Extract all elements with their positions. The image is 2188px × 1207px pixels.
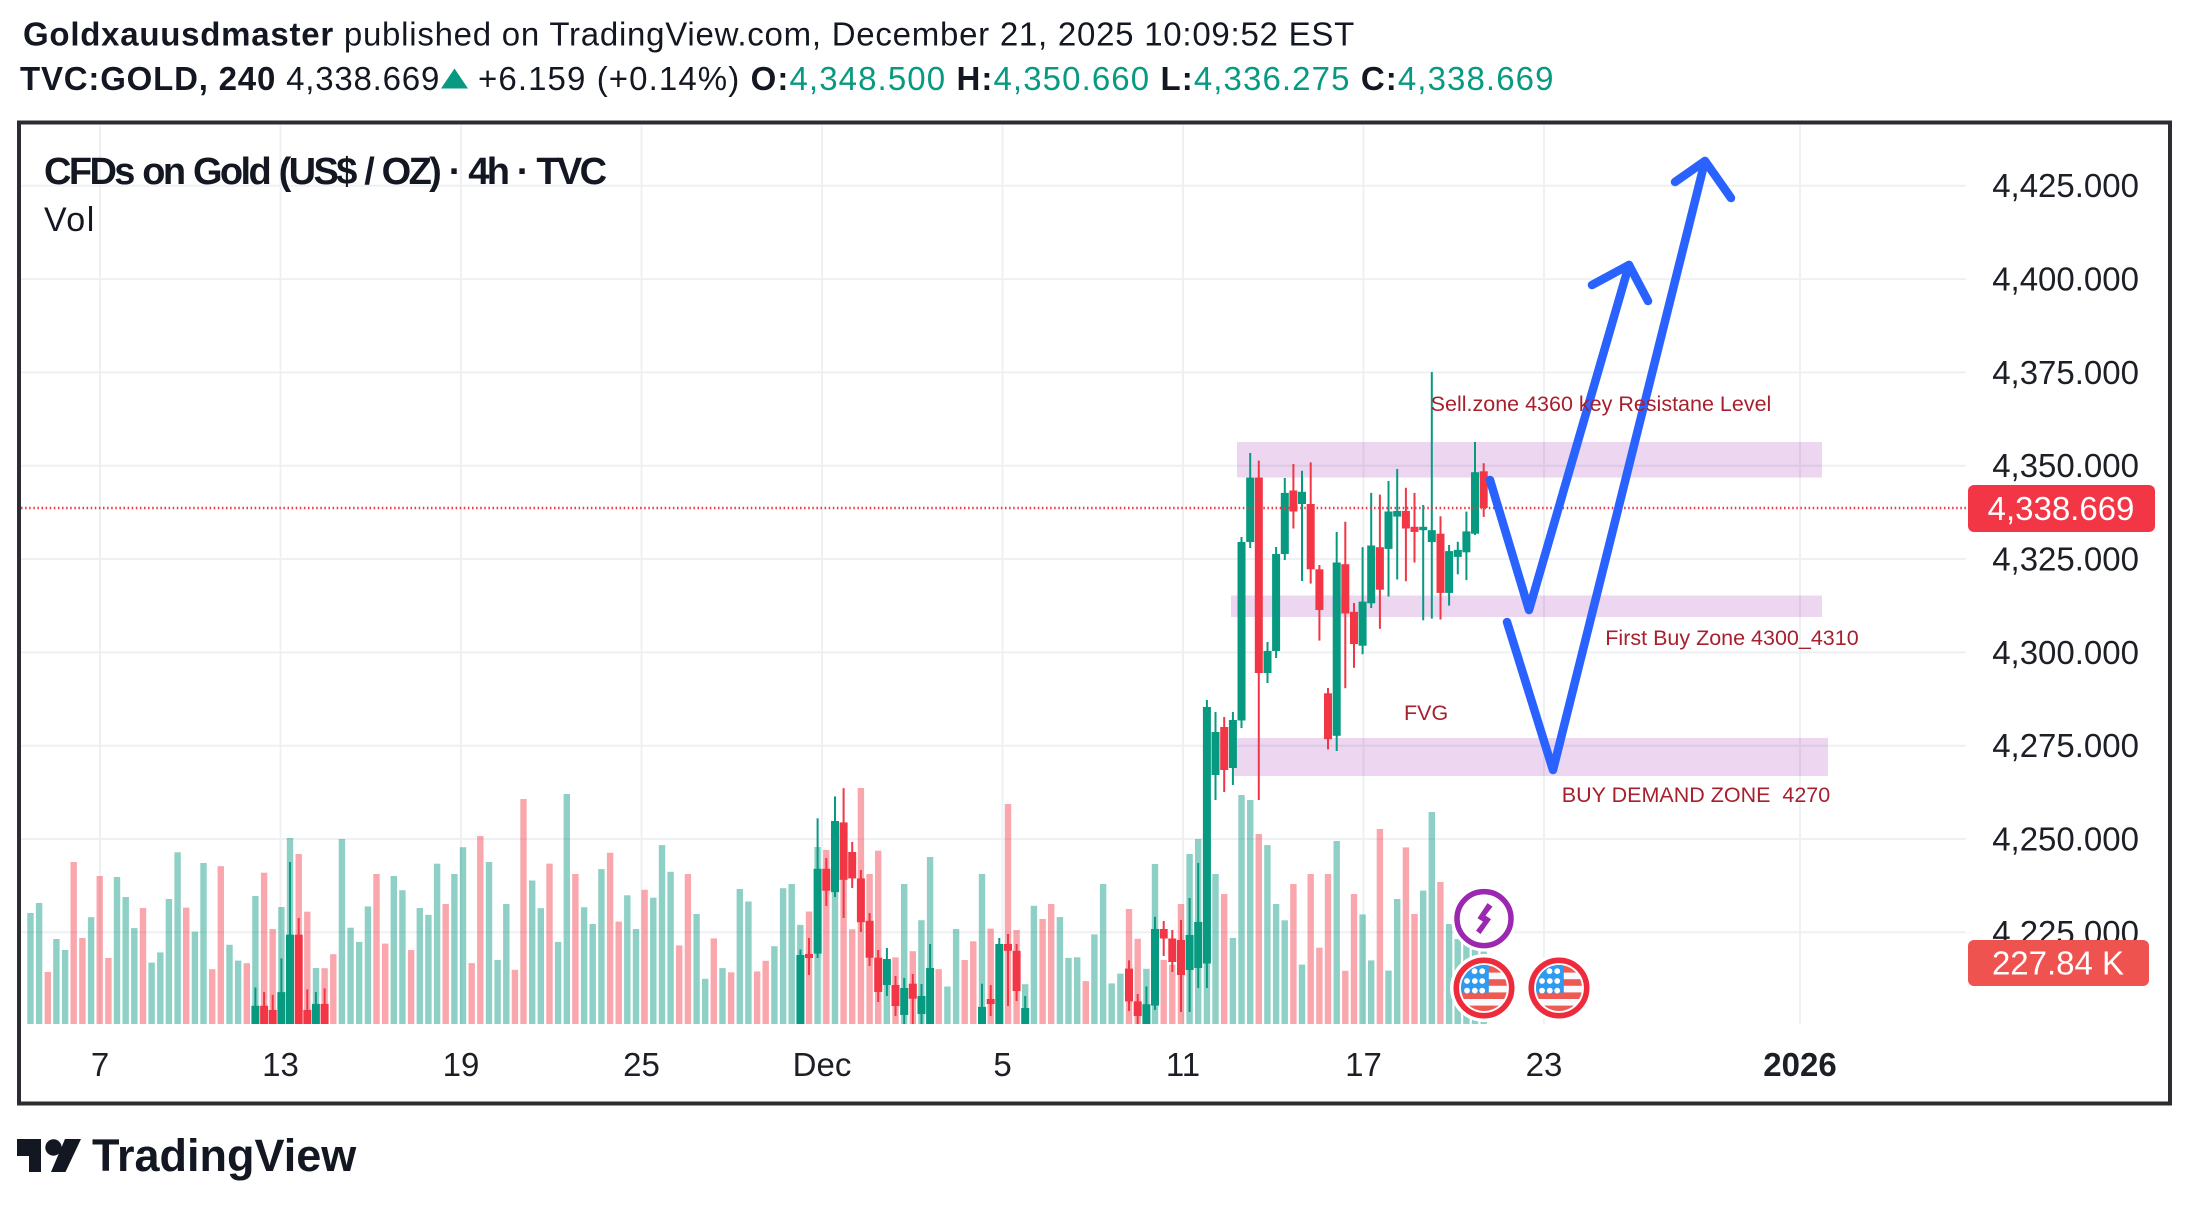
svg-text:13: 13	[262, 1046, 299, 1083]
svg-text:227.84 K: 227.84 K	[1992, 945, 2124, 982]
svg-text:FVG: FVG	[1404, 701, 1448, 725]
svg-text:Vol: Vol	[44, 201, 96, 239]
svg-text:Dec: Dec	[793, 1046, 852, 1083]
svg-text:Goldxauusdmaster published on: Goldxauusdmaster published on TradingVie…	[23, 16, 1355, 53]
svg-text:4,325.000: 4,325.000	[1992, 541, 2139, 578]
svg-text:BUY DEMAND ZONE 4270: BUY DEMAND ZONE 4270	[1562, 783, 1830, 807]
svg-text:4,300.000: 4,300.000	[1992, 634, 2139, 671]
svg-text:2026: 2026	[1763, 1046, 1836, 1083]
svg-text:First Buy Zone 4300_4310: First Buy Zone 4300_4310	[1605, 626, 1858, 650]
svg-text:5: 5	[993, 1046, 1011, 1083]
svg-text:4,350.000: 4,350.000	[1992, 447, 2139, 484]
svg-text:4,250.000: 4,250.000	[1992, 821, 2139, 858]
svg-text:7: 7	[91, 1046, 109, 1083]
svg-text:4,375.000: 4,375.000	[1992, 354, 2139, 391]
svg-text:19: 19	[443, 1046, 480, 1083]
svg-text:23: 23	[1526, 1046, 1563, 1083]
svg-text:11: 11	[1166, 1046, 1200, 1083]
svg-text:17: 17	[1345, 1046, 1382, 1083]
svg-text:4,275.000: 4,275.000	[1992, 727, 2139, 764]
svg-text:Sell.zone 4360 key Resistane L: Sell.zone 4360 key Resistane Level	[1431, 392, 1772, 416]
svg-text:25: 25	[623, 1046, 660, 1083]
svg-text:4,425.000: 4,425.000	[1992, 167, 2139, 204]
svg-text:4,338.669: 4,338.669	[1988, 490, 2135, 527]
svg-text:TVC:GOLD, 240 4,338.669: TVC:GOLD, 240 4,338.669	[20, 60, 440, 97]
svg-text:+6.159 (+0.14%) O:4,348.500 H:: +6.159 (+0.14%) O:4,348.500 H:4,350.660 …	[478, 60, 1555, 97]
svg-text:TradingView: TradingView	[92, 1130, 357, 1181]
svg-text:4,400.000: 4,400.000	[1992, 261, 2139, 298]
svg-text:CFDs on Gold (US$ / OZ) · 4h ·: CFDs on Gold (US$ / OZ) · 4h · TVC	[44, 151, 607, 193]
